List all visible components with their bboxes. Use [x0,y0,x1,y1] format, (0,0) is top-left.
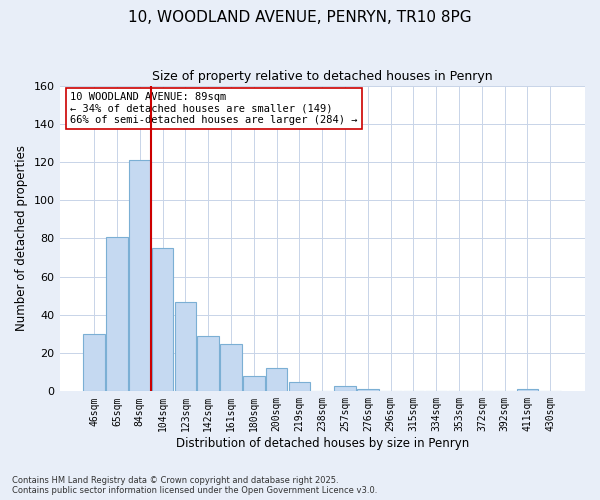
Title: Size of property relative to detached houses in Penryn: Size of property relative to detached ho… [152,70,493,83]
Bar [197,336,219,392]
Bar [83,334,105,392]
Bar [243,376,265,392]
Bar [106,236,128,392]
Bar [517,390,538,392]
Bar [266,368,287,392]
Text: Contains HM Land Registry data © Crown copyright and database right 2025.
Contai: Contains HM Land Registry data © Crown c… [12,476,377,495]
Bar [334,386,356,392]
Bar [152,248,173,392]
X-axis label: Distribution of detached houses by size in Penryn: Distribution of detached houses by size … [176,437,469,450]
Bar [220,344,242,392]
Bar [289,382,310,392]
Bar [175,302,196,392]
Text: 10, WOODLAND AVENUE, PENRYN, TR10 8PG: 10, WOODLAND AVENUE, PENRYN, TR10 8PG [128,10,472,25]
Y-axis label: Number of detached properties: Number of detached properties [15,146,28,332]
Bar [129,160,151,392]
Bar [357,390,379,392]
Text: 10 WOODLAND AVENUE: 89sqm
← 34% of detached houses are smaller (149)
66% of semi: 10 WOODLAND AVENUE: 89sqm ← 34% of detac… [70,92,358,125]
